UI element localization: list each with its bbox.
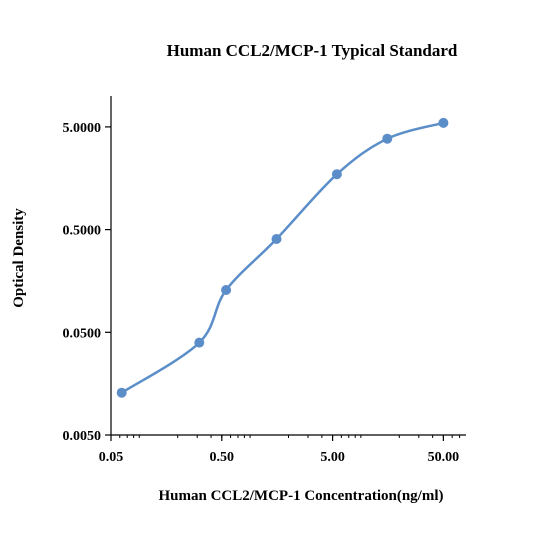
chart-title: Human CCL2/MCP-1 Typical Standard — [167, 41, 458, 60]
data-point — [116, 387, 127, 398]
data-point — [382, 133, 393, 144]
data-point — [271, 234, 282, 244]
y-tick-label: 0.0050 — [63, 429, 102, 444]
y-tick-label: 0.0500 — [63, 326, 102, 341]
x-tick-label: 50.00 — [428, 450, 460, 465]
y-tick-label: 0.5000 — [63, 224, 102, 239]
y-axis-ticks: 0.0050 0.0500 0.5000 5.0000 — [63, 121, 111, 444]
x-tick-label: 5.00 — [320, 450, 345, 465]
x-tick-label: 0.05 — [99, 450, 124, 465]
x-axis-ticks: 0.05 0.50 5.00 50.00 — [99, 435, 461, 465]
y-axis-title: Optical Density — [11, 208, 27, 308]
data-point — [221, 285, 232, 295]
series-line — [121, 121, 444, 394]
data-point — [194, 337, 205, 348]
axes — [110, 96, 466, 436]
data-point — [438, 117, 449, 128]
x-axis-title: Human CCL2/MCP-1 Concentration(ng/ml) — [159, 488, 444, 504]
data-point — [331, 169, 342, 180]
x-tick-label: 0.50 — [210, 450, 235, 465]
data-points — [116, 117, 449, 398]
y-tick-label: 5.0000 — [63, 121, 102, 136]
